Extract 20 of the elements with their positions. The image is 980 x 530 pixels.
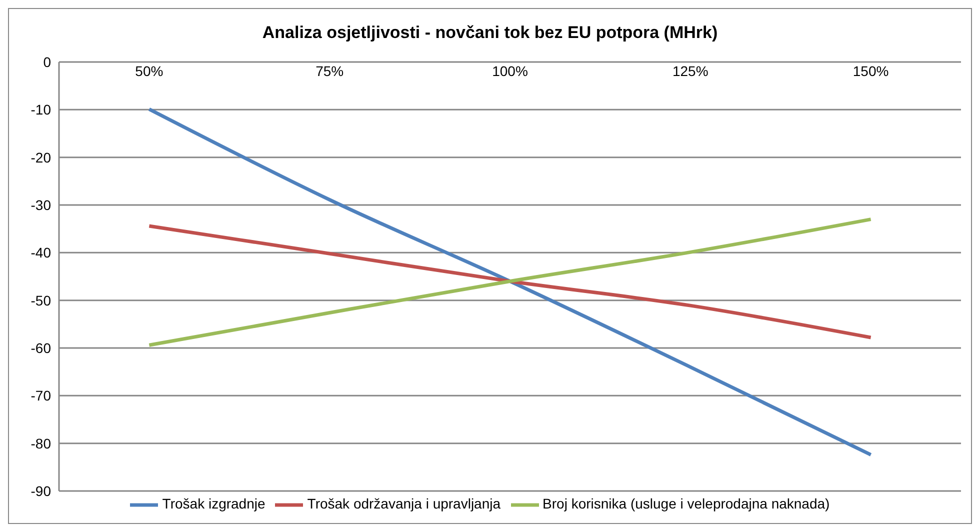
y-tick-label: -90 bbox=[30, 482, 52, 499]
x-tick-label: 50% bbox=[135, 63, 164, 79]
legend-label: Trošak izgradnje bbox=[162, 496, 266, 512]
legend-label: Trošak održavanja i upravljanja bbox=[307, 496, 501, 512]
x-tick-label: 150% bbox=[852, 63, 889, 79]
legend-label: Broj korisnika (usluge i veleprodajna naknada) bbox=[542, 496, 830, 512]
x-tick-label: 75% bbox=[316, 63, 344, 79]
y-tick-label: -30 bbox=[30, 196, 52, 213]
y-tick-label: 0 bbox=[43, 54, 52, 70]
y-tick-label: -60 bbox=[30, 340, 52, 356]
y-tick-label: -10 bbox=[30, 102, 52, 118]
y-tick-label: -20 bbox=[30, 149, 52, 166]
y-tick-label: -50 bbox=[30, 292, 52, 308]
x-tick-label: 125% bbox=[672, 63, 708, 79]
y-tick-label: -40 bbox=[30, 244, 52, 261]
y-tick-label: -70 bbox=[30, 388, 52, 404]
y-tick-label: -80 bbox=[30, 435, 52, 452]
line-series bbox=[147, 107, 873, 457]
chart-title: Analiza osjetljivosti - novčani tok bez EU potpora (MHrk) bbox=[261, 22, 719, 44]
x-tick-label: 100% bbox=[492, 63, 528, 79]
